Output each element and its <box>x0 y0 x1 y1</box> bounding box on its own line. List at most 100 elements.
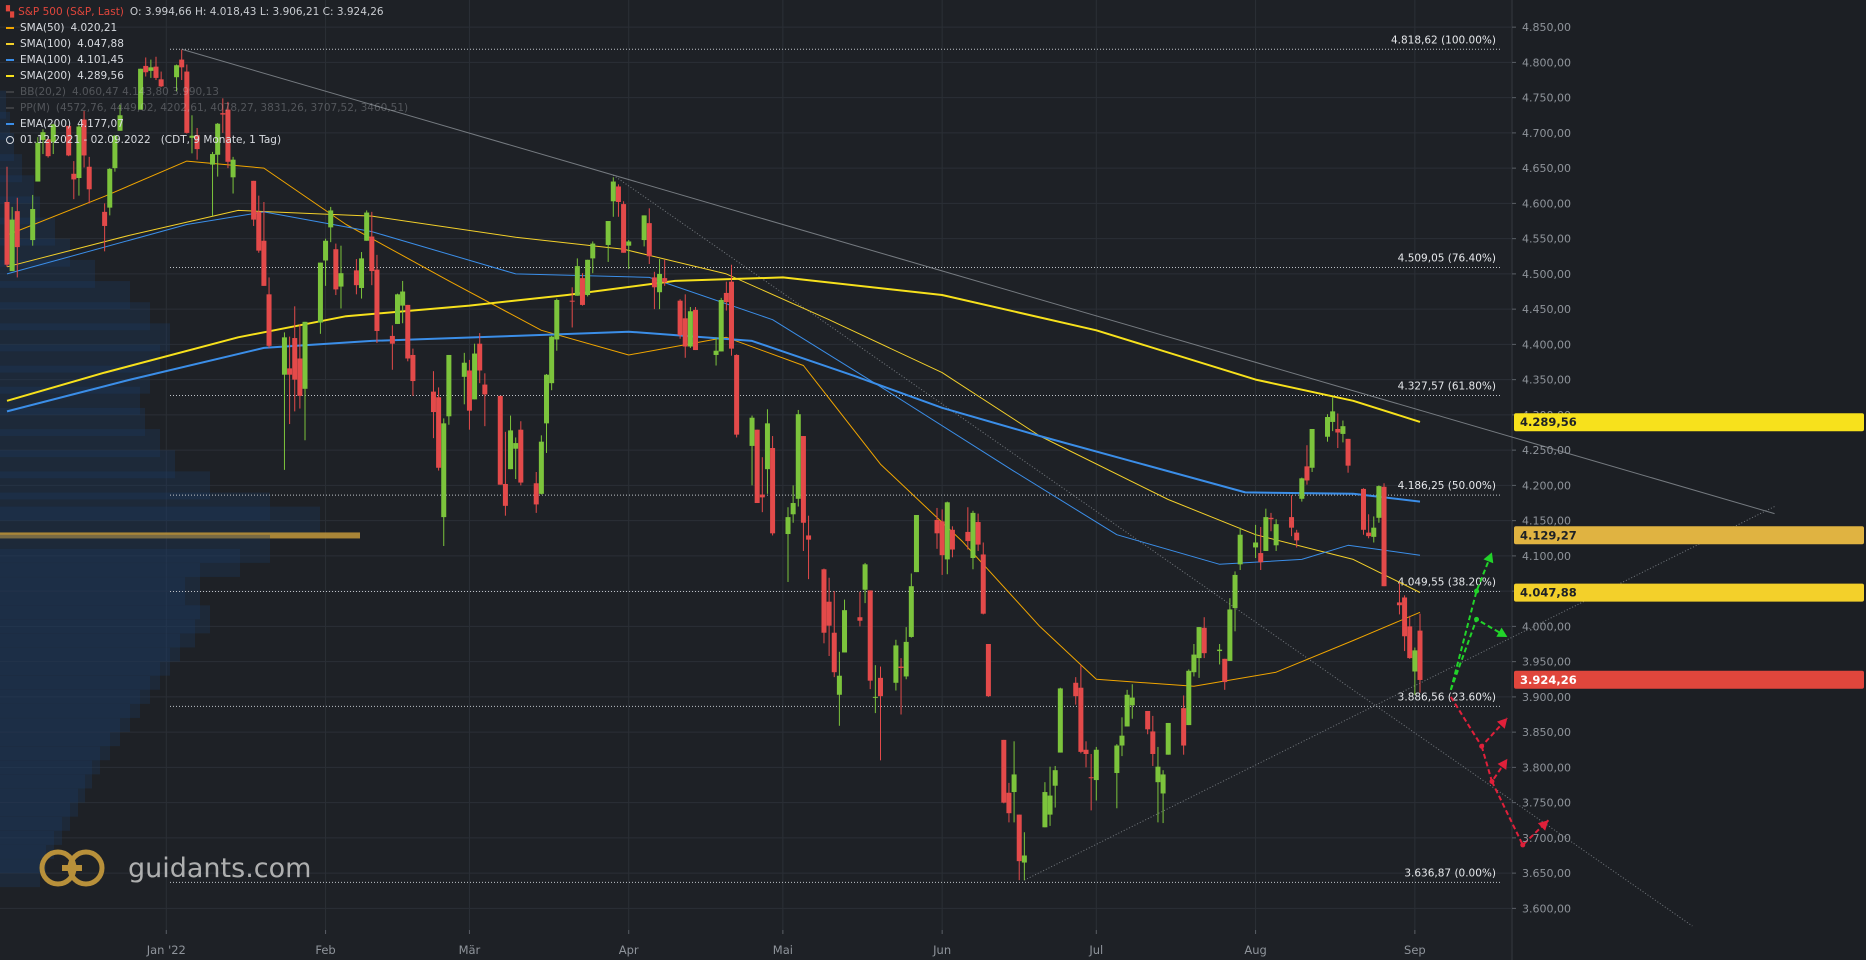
volume-profile-bar <box>0 534 270 563</box>
legend-indicator[interactable]: EMA(100) 4.101,45 <box>6 52 408 68</box>
indicator-swatch <box>6 107 14 109</box>
candle-body <box>944 502 950 560</box>
candle-body <box>770 448 776 534</box>
candle-body <box>1299 478 1305 499</box>
candle-body <box>790 503 796 515</box>
candle-body <box>1417 630 1423 680</box>
legend-indicator[interactable]: PP(M) (4572,76, 4449,02, 4202,61, 4078,27… <box>6 100 408 116</box>
candle-body <box>225 109 231 162</box>
price-axis-label: 4.200,00 <box>1522 479 1571 492</box>
legend-indicator[interactable]: SMA(200) 4.289,56 <box>6 68 408 84</box>
scenario-node <box>1474 588 1480 594</box>
legend-indicator[interactable]: BB(20,2) 4.060,47 4.143,80 3.990,13 <box>6 84 408 100</box>
volume-profile-bar <box>0 689 140 718</box>
candle-body <box>395 294 401 324</box>
volume-profile-poc <box>0 532 360 539</box>
candle-body <box>107 168 113 208</box>
candle-body <box>1201 627 1207 654</box>
candle-body <box>657 273 663 293</box>
candle-body <box>641 215 647 241</box>
guidants-logo-icon <box>39 849 105 887</box>
candle-body <box>1129 697 1135 706</box>
candle-body <box>1165 722 1171 755</box>
candle-body <box>1078 687 1084 752</box>
candle-body <box>436 397 442 468</box>
candle-body <box>621 204 627 253</box>
volume-profile-bar <box>0 760 92 789</box>
price-axis-label: 4.600,00 <box>1522 197 1571 210</box>
volume-profile-bar <box>0 90 6 119</box>
volume-profile-bar <box>0 386 140 415</box>
candle-body <box>1047 795 1053 815</box>
scenario-node <box>1474 616 1480 622</box>
candle-body <box>615 186 621 202</box>
price-axis-label: 4.850,00 <box>1522 21 1571 34</box>
candle-body <box>461 362 467 377</box>
indicator-swatch <box>6 91 14 93</box>
candle-body <box>734 354 740 435</box>
legend-indicator[interactable]: SMA(50) 4.020,21 <box>6 20 408 36</box>
instrument-title: S&P 500 (S&P, Last) <box>18 6 124 18</box>
candle-body <box>1273 524 1279 546</box>
candle-body <box>148 67 154 71</box>
period-range: 01.12.2021 - 02.09.2022 <box>20 134 151 146</box>
candle-body <box>482 384 488 395</box>
ma-line-ema100 <box>6 211 1421 565</box>
candle-body <box>353 270 359 286</box>
price-axis-label: 4.000,00 <box>1522 620 1571 633</box>
candle-body <box>831 632 837 673</box>
candle-body <box>626 241 632 246</box>
candle-body <box>1155 766 1161 783</box>
candle-body <box>1006 792 1012 814</box>
candle-body <box>1052 770 1058 786</box>
price-badge-bg <box>1514 670 1864 689</box>
indicator-swatch <box>6 43 14 45</box>
legend-indicator[interactable]: SMA(100) 4.047,88 <box>6 36 408 52</box>
candle-body <box>328 210 334 228</box>
candle-body <box>256 211 262 251</box>
price-axis-label: 4.650,00 <box>1522 162 1571 175</box>
candle-body <box>1196 627 1202 659</box>
candle-body <box>693 309 699 351</box>
candle-body <box>687 311 693 347</box>
indicator-value: 4.047,88 <box>77 38 124 50</box>
candle-body <box>913 514 919 573</box>
candle-body <box>117 115 123 131</box>
volume-profile-bar <box>0 344 160 373</box>
candle-body <box>898 666 904 668</box>
candle-body <box>806 535 812 540</box>
instrument-icon: ▚ <box>6 6 15 18</box>
candle-body <box>287 368 293 375</box>
candle-body <box>1258 553 1264 563</box>
indicator-swatch <box>6 75 14 77</box>
price-axis-label: 3.800,00 <box>1522 761 1571 774</box>
candle-body <box>1011 774 1017 793</box>
candle-body <box>194 135 200 150</box>
candle-body <box>949 529 955 550</box>
candle-body <box>112 135 118 169</box>
price-axis-label: 4.800,00 <box>1522 56 1571 69</box>
candle-body <box>585 259 591 296</box>
volume-profile-bar <box>0 154 22 183</box>
candle-body <box>826 601 832 626</box>
ma-line-sma200 <box>6 276 1421 423</box>
fib-level-label: 4.049,55 (38.20%) <box>1398 576 1496 588</box>
volume-profile-bar <box>0 718 120 747</box>
scenario-arrowhead <box>1497 758 1508 770</box>
indicator-label: SMA(100) <box>20 38 72 50</box>
ma-line-sma50 <box>6 160 1421 687</box>
indicator-label: BB(20,2) <box>20 86 66 98</box>
indicator-label: PP(M) <box>20 102 50 114</box>
volume-profile-bar <box>0 548 240 577</box>
candle-body <box>251 180 257 220</box>
legend-indicator[interactable]: EMA(200) 4.177,07 <box>6 116 408 132</box>
candle-body <box>179 59 185 68</box>
candle-body <box>138 68 144 110</box>
scenario-node <box>1520 842 1526 848</box>
volume-profile-bar <box>0 281 130 310</box>
price-axis-labels: 3.600,00 3.650,00 3.700,00 3.750,00 3.800,00… <box>1512 21 1571 915</box>
time-axis-labels: Jan '22 Feb Mär Apr Mai Jun Jul Aug Sep <box>146 930 1426 957</box>
indicator-value: 4.060,47 4.143,80 3.990,13 <box>71 86 219 98</box>
